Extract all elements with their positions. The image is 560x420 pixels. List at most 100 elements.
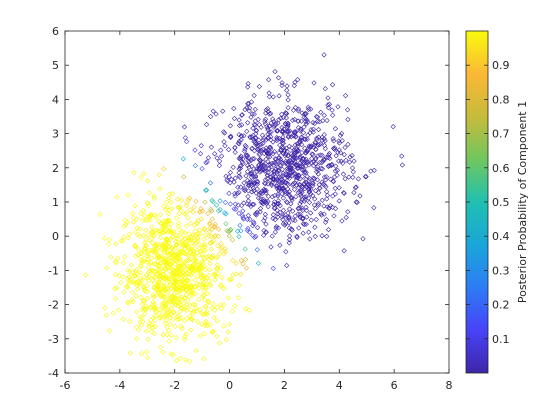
scatter-point xyxy=(174,279,180,285)
scatter-point xyxy=(294,234,300,241)
scatter-point xyxy=(144,295,151,301)
scatter-point xyxy=(299,134,305,140)
scatter-point xyxy=(278,163,284,169)
scatter-point xyxy=(351,158,357,164)
scatter-point xyxy=(248,157,254,163)
colorbar-tick-label: 0.2 xyxy=(492,299,510,312)
scatter-point xyxy=(301,181,308,187)
scatter-point xyxy=(268,120,274,126)
scatter-point xyxy=(286,128,292,135)
scatter-point xyxy=(236,132,242,138)
scatter-point xyxy=(164,204,170,210)
scatter-point xyxy=(141,274,147,281)
scatter-point xyxy=(160,283,167,289)
scatter-point xyxy=(277,202,283,209)
scatter-point xyxy=(203,187,209,193)
scatter-point xyxy=(308,217,314,223)
scatter-point xyxy=(127,318,133,324)
scatter-point xyxy=(244,152,251,158)
scatter-point xyxy=(120,316,127,322)
scatter-point xyxy=(191,309,197,315)
scatter-point xyxy=(134,286,141,292)
scatter-point xyxy=(325,163,332,170)
scatter-point xyxy=(203,232,209,238)
scatter-point xyxy=(206,253,212,259)
scatter-point xyxy=(175,223,181,229)
y-tick-label: 5 xyxy=(52,59,59,72)
scatter-point xyxy=(300,230,306,236)
scatter-point xyxy=(278,159,284,165)
scatter-point xyxy=(317,141,323,148)
scatter-point xyxy=(171,231,177,237)
scatter-point xyxy=(201,254,207,261)
scatter-point xyxy=(115,255,121,261)
scatter-point xyxy=(157,315,163,321)
y-tick-label: -1 xyxy=(48,264,59,277)
scatter-point xyxy=(324,117,330,124)
scatter-point xyxy=(113,241,119,247)
scatter-point xyxy=(308,159,315,166)
scatter-point xyxy=(272,156,278,162)
scatter-point xyxy=(301,167,307,173)
scatter-point xyxy=(167,321,174,327)
scatter-point xyxy=(149,229,155,235)
scatter-point xyxy=(314,135,320,141)
scatter-point xyxy=(302,136,309,143)
scatter-point xyxy=(162,320,169,326)
scatter-point xyxy=(122,254,128,260)
scatter-point xyxy=(264,124,270,130)
scatter-point xyxy=(317,152,323,158)
scatter-point xyxy=(266,90,272,96)
scatter-point xyxy=(333,153,339,159)
scatter-point xyxy=(285,133,292,139)
scatter-point xyxy=(201,292,207,298)
scatter-point xyxy=(171,309,177,315)
scatter-point xyxy=(144,178,151,184)
scatter-point xyxy=(245,101,251,107)
scatter-point xyxy=(215,208,222,214)
scatter-point xyxy=(281,130,287,136)
scatter-point xyxy=(246,307,252,313)
scatter-point xyxy=(170,254,176,260)
scatter-point xyxy=(295,141,301,147)
scatter-point xyxy=(278,115,284,121)
scatter-point xyxy=(143,227,149,233)
scatter-point xyxy=(125,267,131,273)
scatter-point xyxy=(269,194,275,200)
scatter-point xyxy=(141,232,147,239)
scatter-point xyxy=(129,296,135,303)
scatter-point xyxy=(168,286,175,292)
scatter-point xyxy=(244,128,250,135)
scatter-point xyxy=(226,228,232,234)
scatter-point xyxy=(255,116,261,123)
scatter-point xyxy=(217,198,223,204)
scatter-point xyxy=(125,299,131,305)
scatter-point xyxy=(227,277,233,283)
scatter-point xyxy=(157,186,163,192)
scatter-point xyxy=(231,115,238,122)
scatter-point xyxy=(290,181,296,187)
scatter-point xyxy=(295,190,301,196)
scatter-point xyxy=(330,145,337,151)
scatter-point xyxy=(180,156,186,162)
scatter-point xyxy=(219,274,225,281)
scatter-point xyxy=(246,100,252,107)
scatter-point xyxy=(116,307,122,313)
scatter-point xyxy=(191,204,197,210)
scatter-point xyxy=(251,201,257,208)
scatter-point xyxy=(161,166,167,172)
scatter-point xyxy=(297,182,303,188)
scatter-point xyxy=(139,315,145,321)
scatter-point xyxy=(189,317,196,323)
scatter-point xyxy=(267,161,273,167)
scatter-point xyxy=(256,122,262,128)
scatter-point xyxy=(195,217,201,224)
scatter-point xyxy=(143,217,149,223)
scatter-point xyxy=(173,242,179,248)
scatter-point xyxy=(332,205,339,212)
scatter-point xyxy=(129,273,136,279)
scatter-point xyxy=(225,329,231,335)
scatter-point xyxy=(257,157,264,163)
scatter-point xyxy=(293,129,299,135)
scatter-point xyxy=(205,210,211,217)
